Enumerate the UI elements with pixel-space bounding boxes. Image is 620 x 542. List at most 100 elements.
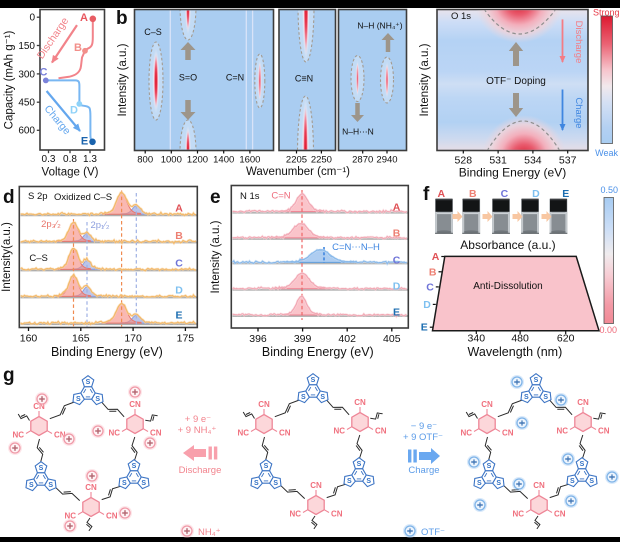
svg-text:B: B [469, 188, 477, 200]
svg-text:CN: CN [106, 512, 118, 521]
svg-text:E: E [393, 307, 400, 319]
svg-text:CN: CN [33, 402, 45, 411]
svg-text:0: 0 [29, 13, 35, 24]
svg-text:S: S [477, 480, 482, 487]
svg-text:160: 160 [20, 333, 38, 345]
svg-text:2p₁∕₂: 2p₁∕₂ [90, 220, 109, 231]
svg-text:Discharge: Discharge [573, 21, 584, 64]
svg-text:S: S [534, 377, 539, 384]
svg-text:Discharge: Discharge [179, 465, 222, 476]
svg-text:A: A [438, 188, 446, 200]
svg-text:d: d [3, 187, 15, 208]
svg-text:B: B [74, 42, 82, 54]
svg-text:NC: NC [64, 512, 76, 521]
svg-text:S: S [320, 394, 325, 401]
svg-text:S: S [76, 396, 81, 403]
svg-text:NC: NC [237, 429, 249, 438]
svg-text:C–S: C–S [144, 27, 162, 37]
svg-text:g: g [3, 365, 15, 386]
svg-text:C: C [40, 67, 48, 79]
svg-text:NC: NC [556, 427, 568, 436]
svg-text:0.3: 0.3 [42, 154, 56, 165]
svg-text:165: 165 [72, 333, 90, 345]
svg-text:E: E [562, 188, 569, 200]
svg-text:Wavelength (nm): Wavelength (nm) [468, 345, 563, 359]
svg-text:S: S [48, 482, 53, 489]
svg-text:D: D [175, 285, 183, 297]
svg-text:CN: CN [150, 429, 162, 438]
svg-text:OTF⁻: OTF⁻ [421, 527, 445, 538]
svg-text:Intensity (a.u.): Intensity (a.u.) [419, 43, 431, 116]
svg-text:NC: NC [289, 510, 301, 519]
svg-text:B: B [175, 230, 183, 242]
svg-text:NC: NC [460, 429, 472, 438]
svg-text:Strong: Strong [593, 8, 620, 18]
svg-text:S=O: S=O [179, 73, 197, 83]
svg-text:e: e [210, 187, 221, 208]
svg-text:C: C [175, 258, 183, 270]
svg-text:1200: 1200 [187, 155, 208, 166]
svg-text:1000: 1000 [161, 155, 182, 166]
svg-text:Intensity (a.u.): Intensity (a.u.) [117, 43, 129, 116]
svg-text:2p₃∕₂: 2p₃∕₂ [41, 219, 61, 230]
svg-text:S: S [122, 480, 127, 487]
svg-text:− 9 e⁻: − 9 e⁻ [411, 421, 437, 432]
svg-text:CN: CN [85, 483, 97, 492]
svg-text:600: 600 [18, 126, 35, 137]
svg-text:CN: CN [258, 400, 270, 409]
svg-text:S: S [487, 463, 492, 470]
svg-text:175: 175 [177, 333, 195, 345]
svg-text:CN: CN [598, 427, 610, 436]
svg-text:2205: 2205 [286, 155, 307, 166]
svg-text:S: S [580, 461, 585, 468]
svg-text:CN: CN [331, 510, 343, 519]
svg-text:534: 534 [524, 155, 542, 167]
svg-text:480: 480 [511, 333, 529, 345]
svg-text:S: S [496, 480, 501, 487]
svg-text:NC: NC [12, 431, 24, 440]
svg-text:Absorbance (a.u.): Absorbance (a.u.) [460, 238, 555, 252]
svg-text:NH₄⁺: NH₄⁺ [198, 527, 221, 538]
svg-text:S: S [366, 478, 371, 485]
svg-text:C: C [393, 255, 401, 267]
svg-text:399: 399 [294, 333, 312, 345]
svg-text:CN: CN [310, 481, 322, 490]
svg-text:402: 402 [338, 333, 356, 345]
svg-text:Binding Energy (eV): Binding Energy (eV) [459, 166, 566, 180]
svg-text:A: A [432, 251, 440, 263]
svg-text:C=N: C=N [271, 191, 290, 202]
svg-text:620: 620 [557, 333, 575, 345]
svg-text:1400: 1400 [213, 155, 234, 166]
svg-text:S: S [141, 480, 146, 487]
svg-text:B: B [429, 266, 437, 278]
svg-text:CN: CN [375, 427, 387, 436]
svg-text:C≡N: C≡N [295, 74, 313, 84]
svg-text:A: A [175, 203, 183, 215]
svg-text:S: S [301, 394, 306, 401]
svg-text:CN: CN [502, 429, 514, 438]
svg-text:0.8: 0.8 [63, 154, 77, 165]
svg-text:405: 405 [383, 333, 401, 345]
svg-text:396: 396 [249, 333, 267, 345]
svg-text:Binding Energy (eV): Binding Energy (eV) [262, 345, 374, 359]
svg-text:S: S [39, 465, 44, 472]
svg-text:S: S [311, 377, 316, 384]
svg-text:S 2p: S 2p [28, 191, 48, 202]
svg-text:C=N: C=N [226, 73, 244, 83]
svg-text:E: E [421, 322, 428, 334]
svg-text:Binding Energy (eV): Binding Energy (eV) [51, 345, 163, 359]
svg-text:+ 9 e⁻: + 9 e⁻ [185, 414, 211, 425]
svg-text:N 1s: N 1s [240, 191, 260, 202]
svg-text:800: 800 [137, 155, 153, 166]
svg-text:Voltage (V): Voltage (V) [42, 167, 99, 179]
svg-text:Wavenumber (cm⁻¹): Wavenumber (cm⁻¹) [246, 166, 350, 178]
svg-text:CN: CN [533, 481, 545, 490]
svg-text:O 1s: O 1s [451, 11, 471, 22]
svg-text:S: S [29, 482, 34, 489]
svg-text:Charge: Charge [573, 97, 584, 128]
svg-text:CN: CN [354, 398, 366, 407]
svg-text:NC: NC [333, 427, 345, 436]
svg-text:S: S [524, 394, 529, 401]
svg-text:B: B [393, 228, 401, 240]
svg-text:Charge: Charge [408, 465, 439, 476]
